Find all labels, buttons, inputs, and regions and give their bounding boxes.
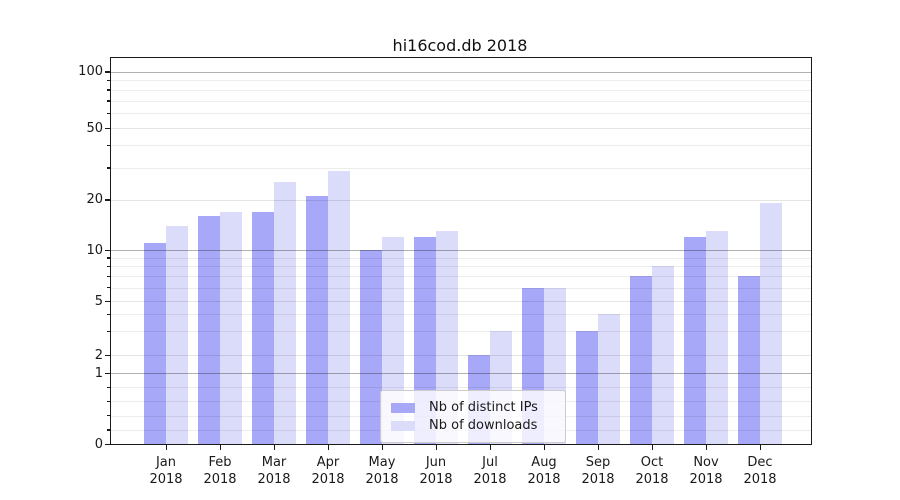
x-tick-label-apr-2018: Apr 2018 <box>311 455 345 487</box>
y-minor-tick <box>107 167 110 169</box>
x-tick-mar-2018 <box>273 445 275 450</box>
y-minor-tick <box>107 79 110 82</box>
y-tick-label-5: 5 <box>94 293 103 309</box>
legend-row-downloads: Nb of downloads <box>391 417 555 434</box>
x-tick-label-nov-2018: Nov 2018 <box>689 455 723 487</box>
y-minor-tick <box>107 313 110 316</box>
y-minor-tick <box>107 400 110 403</box>
x-tick-label-sep-2018: Sep 2018 <box>581 455 615 487</box>
ticks-layer: 0 1 2 5 10 20 50 100 Jan 2018 Feb 2018 Mar 2018 Apr 201… <box>78 58 811 487</box>
legend-row-ips: Nb of distinct IPs <box>391 399 555 416</box>
y-tick-label-20: 20 <box>86 192 103 208</box>
bar-oct-2018-downloads <box>652 266 674 444</box>
legend: Nb of distinct IPs Nb of downloads <box>380 390 566 443</box>
y-minor-tick <box>107 112 110 115</box>
x-tick-label-dec-2018: Dec 2018 <box>743 455 777 487</box>
bar-apr-2018-ips <box>306 195 328 444</box>
bar-sep-2018-downloads <box>598 314 620 444</box>
x-tick-nov-2018 <box>705 445 707 450</box>
bar-apr-2018-downloads <box>328 170 350 444</box>
legend-label-downloads: Nb of downloads <box>429 418 538 433</box>
y-tick-100 <box>105 71 110 73</box>
y-tick-5 <box>105 300 110 302</box>
x-tick-label-jan-2018: Jan 2018 <box>149 455 183 487</box>
x-tick-label-jun-2018: Jun 2018 <box>419 455 453 487</box>
y-minor-tick <box>107 287 110 289</box>
y-minor-tick <box>107 429 110 431</box>
bar-mar-2018-downloads <box>274 182 296 444</box>
x-tick-jan-2018 <box>165 445 167 450</box>
y-minor-tick <box>107 89 110 91</box>
x-tick-label-may-2018: May 2018 <box>365 455 399 487</box>
x-tick-label-oct-2018: Oct 2018 <box>635 455 669 487</box>
y-tick-0 <box>105 443 110 445</box>
y-minor-tick <box>107 144 110 147</box>
bar-nov-2018-ips <box>684 236 706 444</box>
y-minor-tick <box>107 275 110 278</box>
x-tick-sep-2018 <box>597 445 599 450</box>
y-minor-tick <box>107 330 110 332</box>
y-tick-2 <box>105 354 110 356</box>
bar-feb-2018-ips <box>198 215 220 444</box>
x-tick-aug-2018 <box>543 445 545 450</box>
y-tick-1 <box>105 372 110 374</box>
y-tick-20 <box>105 199 110 201</box>
y-tick-label-2: 2 <box>94 347 103 363</box>
bar-may-2018-ips <box>360 250 382 444</box>
x-tick-apr-2018 <box>327 445 329 450</box>
bar-mar-2018-ips <box>252 211 274 444</box>
x-tick-label-aug-2018: Aug 2018 <box>527 455 561 487</box>
y-minor-tick <box>107 100 110 102</box>
plot-area: 0 1 2 5 10 20 50 100 Jan 2018 Feb 2018 Mar 2018 Apr 201… <box>78 57 812 487</box>
y-minor-tick <box>107 386 110 389</box>
y-tick-label-0: 0 <box>94 436 103 452</box>
bar-dec-2018-downloads <box>760 203 782 444</box>
legend-label-ips: Nb of distinct IPs <box>429 400 538 415</box>
bar-nov-2018-downloads <box>706 230 728 444</box>
bar-jan-2018-ips <box>144 243 166 444</box>
x-tick-jul-2018 <box>489 445 491 450</box>
x-tick-feb-2018 <box>219 445 221 450</box>
y-tick-label-1: 1 <box>94 365 103 381</box>
bar-oct-2018-ips <box>630 276 652 444</box>
x-tick-label-mar-2018: Mar 2018 <box>257 455 291 487</box>
x-tick-may-2018 <box>381 445 383 450</box>
chart-title: hi16cod.db 2018 <box>392 36 528 55</box>
bar-feb-2018-downloads <box>220 211 242 444</box>
bar-sep-2018-ips <box>576 331 598 444</box>
x-tick-oct-2018 <box>651 445 653 450</box>
y-minor-tick <box>107 265 110 268</box>
y-tick-label-10: 10 <box>86 242 103 258</box>
y-tick-label-100: 100 <box>78 64 103 80</box>
x-tick-label-jul-2018: Jul 2018 <box>473 455 507 487</box>
y-tick-label-50: 50 <box>86 120 103 136</box>
y-minor-tick <box>107 415 110 417</box>
y-minor-tick <box>107 257 110 259</box>
legend-swatch-ips <box>391 402 415 413</box>
x-tick-dec-2018 <box>759 445 761 450</box>
x-tick-label-feb-2018: Feb 2018 <box>203 455 237 487</box>
y-tick-10 <box>105 249 110 251</box>
bar-dec-2018-ips <box>738 276 760 444</box>
y-tick-50 <box>105 127 110 129</box>
x-tick-jun-2018 <box>435 445 437 450</box>
bar-jan-2018-downloads <box>166 225 188 444</box>
legend-swatch-downloads <box>391 420 415 431</box>
